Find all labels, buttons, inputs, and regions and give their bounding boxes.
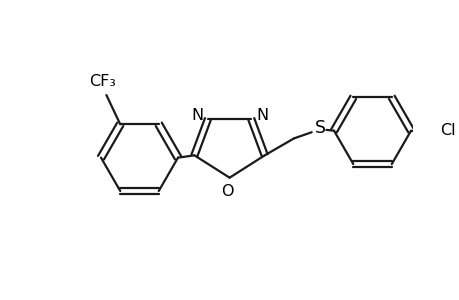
Text: S: S bbox=[314, 119, 325, 137]
Text: N: N bbox=[190, 108, 203, 123]
Text: CF₃: CF₃ bbox=[89, 74, 116, 89]
Text: O: O bbox=[221, 184, 233, 199]
Text: Cl: Cl bbox=[439, 123, 455, 138]
Text: N: N bbox=[256, 108, 268, 123]
